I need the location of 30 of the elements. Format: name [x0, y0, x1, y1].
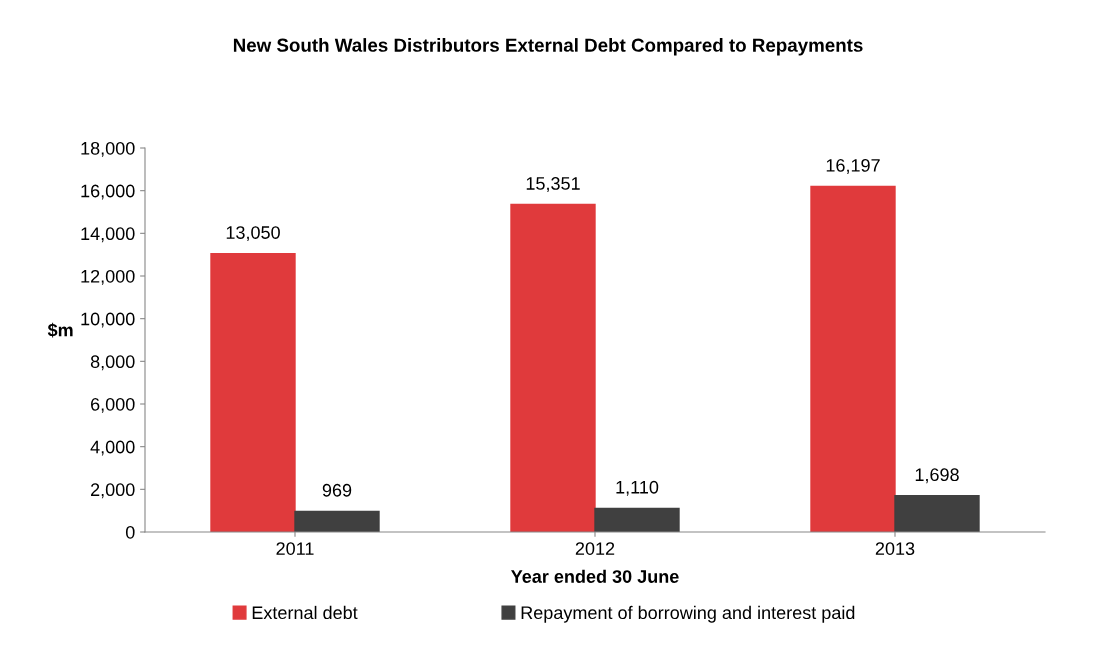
y-tick-label: 8,000	[90, 355, 135, 371]
legend-label: Repayment of borrowing and interest paid	[521, 605, 855, 623]
y-tick-label: 12,000	[81, 269, 135, 285]
bar	[510, 203, 596, 532]
y-tick-label: 0	[125, 525, 135, 539]
y-tick-label: 10,000	[81, 312, 135, 328]
data-label: 15,351	[526, 177, 580, 192]
y-tick-label: 16,000	[81, 184, 135, 200]
bar	[894, 495, 980, 532]
y-tick-label: 14,000	[81, 227, 135, 243]
data-label: 13,050	[226, 226, 280, 242]
x-tick-label: 2011	[276, 542, 314, 555]
bar	[294, 510, 380, 532]
bar	[594, 507, 680, 532]
data-label: 16,197	[826, 159, 880, 174]
y-tick-label: 18,000	[81, 141, 135, 157]
y-tick-label: 6,000	[91, 397, 135, 413]
chart-title: New South Wales Distributors External Debt Compared to Repayments	[233, 38, 863, 56]
y-tick-label: 2,000	[91, 483, 135, 499]
x-axis-title: Year ended 30 June	[511, 569, 679, 583]
y-axis-title: $m	[47, 322, 73, 338]
data-label: 969	[322, 483, 352, 497]
x-tick-label: 2013	[875, 542, 915, 555]
bar	[210, 252, 296, 532]
y-tick-label: 4,000	[90, 440, 135, 456]
data-label: 1,698	[915, 468, 959, 484]
legend-label: External debt	[252, 605, 358, 620]
data-label: 1,110	[616, 480, 659, 496]
x-tick-label: 2012	[575, 542, 615, 555]
bar	[810, 185, 896, 532]
